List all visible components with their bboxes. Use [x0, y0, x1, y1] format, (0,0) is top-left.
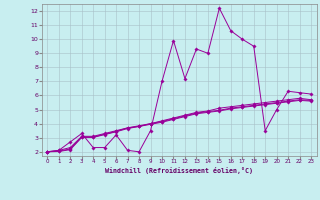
X-axis label: Windchill (Refroidissement éolien,°C): Windchill (Refroidissement éolien,°C) [105, 167, 253, 174]
